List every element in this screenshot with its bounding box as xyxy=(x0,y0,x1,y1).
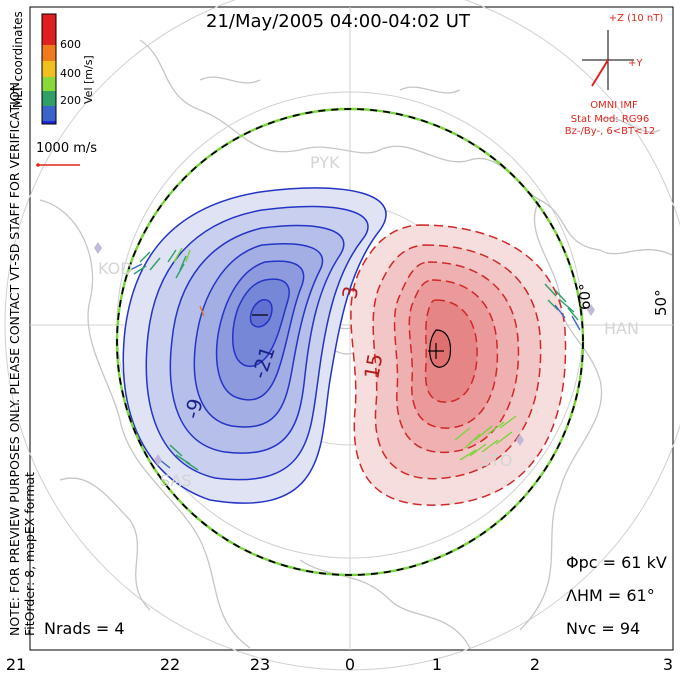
radar-label-han: HAN xyxy=(604,319,639,338)
fit-order-note: FitOrder: 8, mapEX format xyxy=(22,472,37,636)
mlt-tick: 22 xyxy=(160,655,180,674)
stat-n-rads: Nrads = 4 xyxy=(44,619,125,638)
mlt-tick: 1 xyxy=(432,655,442,674)
stat-lambda-hm: ΛHM = 61° xyxy=(566,586,655,605)
mlt-tick: 2 xyxy=(530,655,540,674)
colorbar-band xyxy=(42,29,56,45)
velocity-colorbar: 600 400 200 Vel [m/s] xyxy=(41,13,95,125)
page-title: 21/May/2005 04:00-04:02 UT xyxy=(206,11,471,32)
radar-site-marker xyxy=(587,304,595,316)
radar-site-marker xyxy=(94,242,102,254)
colorbar-band xyxy=(42,91,56,106)
mlt-tick: 23 xyxy=(250,655,270,674)
colorbar-tick: 200 xyxy=(60,94,81,107)
mlt-tick: 21 xyxy=(6,655,26,674)
mlt-tick: 0 xyxy=(345,655,355,674)
contour-label: 3 xyxy=(337,284,363,301)
radar-site-marker xyxy=(154,454,162,466)
imf-bin: Bz-/By-, 6<BT<12 xyxy=(565,126,655,137)
imf-z-label: +Z (10 nT) xyxy=(609,13,664,24)
stat-phi-pc: Φpc = 61 kV xyxy=(566,553,667,572)
imf-y-label: +Y xyxy=(628,58,643,69)
radar-labels: KOD HAN STO SAS PYK xyxy=(98,153,639,490)
vector-scale-dot xyxy=(36,163,40,167)
preview-note: NOTE: FOR PREVIEW PURPOSES ONLY. PLEASE … xyxy=(7,78,22,636)
colorbar-tick: 600 xyxy=(60,38,81,51)
negative-convection-cell xyxy=(122,187,387,504)
contour-label: 15 xyxy=(359,352,387,381)
latitude-label-60: 60° xyxy=(576,283,594,310)
colorbar-band xyxy=(42,61,56,77)
radar-sites xyxy=(94,242,595,466)
radar-label-pyk: PYK xyxy=(310,153,340,172)
coordinates-label: MLT coordinates xyxy=(11,11,25,108)
radar-site-marker xyxy=(516,434,524,446)
imf-source: OMNI IMF xyxy=(590,100,638,111)
colorbar-band xyxy=(42,14,56,29)
colorbar-band xyxy=(42,77,56,91)
mlt-axis: 21 22 23 0 1 2 3 xyxy=(6,655,673,674)
latitude-60-circle xyxy=(116,108,584,576)
imf-model: Stat Mod: RG96 xyxy=(571,114,650,125)
latitude-label-50: 50° xyxy=(652,289,670,316)
radar-label-sto: STO xyxy=(480,451,513,470)
positive-convection-cell xyxy=(350,224,567,506)
coastlines xyxy=(39,39,673,649)
colorbar-tick: 400 xyxy=(60,67,81,80)
vector-scale-label: 1000 m/s xyxy=(36,141,97,156)
velocity-vectors xyxy=(129,247,581,471)
colorbar-band xyxy=(42,45,56,61)
colorbar-band xyxy=(42,106,56,121)
mlt-tick: 3 xyxy=(663,655,673,674)
colorbar-label: Vel [m/s] xyxy=(82,55,95,104)
imf-clock: +Z (10 nT) +Y OMNI IMF Stat Mod: RG96 Bz… xyxy=(565,13,664,137)
colorbar-band xyxy=(42,121,56,124)
stat-n-vc: Nvc = 94 xyxy=(566,619,640,638)
radar-label-kod: KOD xyxy=(98,259,133,278)
radar-label-sas: SAS xyxy=(160,471,192,490)
